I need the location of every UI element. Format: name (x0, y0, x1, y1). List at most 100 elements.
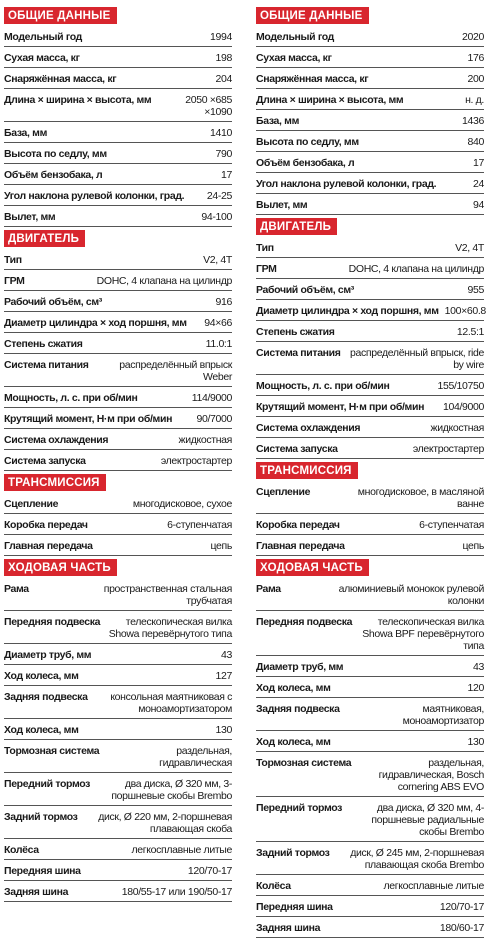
spec-label: Вылет, мм (256, 199, 308, 211)
spec-label: Тормозная система (256, 757, 352, 769)
spec-row: Система питания распределённый впрыск Web… (4, 354, 232, 387)
spec-value: 17 (473, 157, 484, 169)
spec-value: два диска, Ø 320 мм, 4-поршневые радиаль… (371, 802, 484, 838)
spec-row: Коробка передач 6-ступенчатая (256, 514, 484, 535)
spec-row: Мощность, л. с. при об/мин 155/10750 (256, 375, 484, 396)
spec-label: Задняя шина (4, 886, 69, 898)
spec-label: Система питания (4, 359, 89, 371)
spec-label: Объём бензобака, л (4, 169, 103, 181)
spec-row: Задняя подвеска консольная маятниковая с … (4, 686, 232, 719)
spec-value: легкосплавные литые (131, 844, 233, 856)
spec-section: ДВИГАТЕЛЬ Тип V2, 4T ГРМ DOHC, 4 клапана на … (256, 215, 486, 459)
spec-row: Высота по седлу, мм 840 (256, 131, 484, 152)
spec-label: Длина × ширина × высота, мм (4, 94, 152, 106)
spec-row: Система охлаждения жидкостная (4, 429, 232, 450)
spec-value: V2, 4T (455, 242, 484, 254)
spec-row: Колёса легкосплавные литые (256, 875, 484, 896)
spec-label: Система запуска (256, 443, 338, 455)
spec-value: 17 (221, 169, 232, 181)
spec-value: 200 (467, 73, 485, 85)
spec-label: Сцепление (256, 486, 311, 498)
spec-label: Тип (4, 254, 22, 266)
spec-row: Модельный год 1994 (4, 26, 232, 47)
spec-section: ХОДОВАЯ ЧАСТЬ Рама пространственная стальн… (4, 556, 232, 902)
spec-value: консольная маятниковая с моноамортизатор… (110, 691, 232, 715)
spec-row: Диаметр цилиндра × ход поршня, мм 100×60.… (256, 300, 486, 321)
spec-value: 6-ступенчатая (167, 519, 232, 531)
spec-label: База, мм (256, 115, 300, 127)
spec-label: Модельный год (4, 31, 82, 43)
spec-row: Задняя подвеска маятниковая, моноамортиза… (256, 698, 484, 731)
spec-value: раздельная, гидравлическая (159, 745, 232, 769)
section-title: ОБЩИЕ ДАННЫЕ (256, 7, 369, 24)
spec-row: ГРМ DOHC, 4 клапана на цилиндр (256, 258, 484, 279)
spec-row: ГРМ DOHC, 4 клапана на цилиндр (4, 270, 232, 291)
spec-value: маятниковая, моноамортизатор (402, 703, 485, 727)
spec-value: телескопическая вилка Showa перевёрнутог… (108, 616, 233, 640)
spec-row: Крутящий момент, Н·м при об/мин 104/9000 (256, 396, 484, 417)
spec-label: Передний тормоз (4, 778, 91, 790)
spec-label: Крутящий момент, Н·м при об/мин (4, 413, 173, 425)
spec-value: 12.5:1 (456, 326, 484, 338)
spec-label: Ход колеса, мм (4, 670, 79, 682)
spec-value: 43 (221, 649, 232, 661)
spec-row: Степень сжатия 11.0:1 (4, 333, 232, 354)
spec-label: Высота по седлу, мм (4, 148, 107, 160)
spec-label: Диаметр цилиндра × ход поршня, мм (4, 317, 187, 329)
spec-label: Диаметр труб, мм (4, 649, 92, 661)
section-title: ТРАНСМИССИЯ (256, 462, 358, 479)
spec-value: пространственная стальная трубчатая (103, 583, 233, 607)
spec-row: Длина × ширина × высота, мм н. д. (256, 89, 484, 110)
spec-value: 94×66 (204, 317, 232, 329)
spec-value: 94-100 (201, 211, 232, 223)
spec-section: ОБЩИЕ ДАННЫЕ Модельный год 1994 Сухая масса… (4, 4, 232, 227)
spec-row: Мощность, л. с. при об/мин 114/9000 (4, 387, 232, 408)
spec-label: Задняя подвеска (256, 703, 340, 715)
spec-value: диск, Ø 220 мм, 2-поршневая плавающая ск… (98, 811, 232, 835)
spec-value: жидкостная (430, 422, 485, 434)
section-title: ТРАНСМИССИЯ (4, 474, 106, 491)
spec-label: Рабочий объём, см³ (4, 296, 102, 308)
spec-label: Система питания (256, 347, 341, 359)
spec-label: Мощность, л. с. при об/мин (4, 392, 138, 404)
spec-row: Снаряжённая масса, кг 204 (4, 68, 232, 89)
spec-label: Передняя подвеска (256, 616, 353, 628)
spec-value: 120/70-17 (187, 865, 233, 877)
spec-row: Снаряжённая масса, кг 200 (256, 68, 484, 89)
spec-value: 916 (215, 296, 233, 308)
spec-label: Сухая масса, кг (4, 52, 80, 64)
spec-row: Тормозная система раздельная, гидравличес… (4, 740, 232, 773)
spec-label: Рабочий объём, см³ (256, 284, 354, 296)
spec-row: Крутящий момент, Н·м при об/мин 90/7000 (4, 408, 232, 429)
spec-label: Угол наклона рулевой колонки, град. (4, 190, 185, 202)
spec-value: цепь (210, 540, 233, 552)
spec-row: Рабочий объём, см³ 955 (256, 279, 484, 300)
spec-value: 1436 (462, 115, 484, 127)
spec-row: Угол наклона рулевой колонки, град. 24 (256, 173, 484, 194)
spec-value: 2050 ×685 ×1090 (185, 94, 232, 118)
spec-row: Система запуска электростартер (4, 450, 232, 471)
spec-row: Рабочий объём, см³ 916 (4, 291, 232, 312)
spec-value: многодисковое, в масляной ванне (357, 486, 485, 510)
spec-row: Главная передача цепь (256, 535, 484, 556)
spec-label: Мощность, л. с. при об/мин (256, 380, 390, 392)
spec-value: 180/60-17 (439, 922, 485, 934)
spec-label: Длина × ширина × высота, мм (256, 94, 404, 106)
spec-value: 94 (473, 199, 484, 211)
spec-row: Объём бензобака, л 17 (256, 152, 484, 173)
spec-label: Главная передача (256, 540, 345, 552)
spec-row: Система запуска электростартер (256, 438, 484, 459)
spec-value: цепь (462, 540, 485, 552)
spec-label: Объём бензобака, л (256, 157, 355, 169)
spec-row: Угол наклона рулевой колонки, град. 24-25 (4, 185, 232, 206)
spec-value: 1994 (210, 31, 232, 43)
spec-value: легкосплавные литые (383, 880, 485, 892)
spec-label: Ход колеса, мм (4, 724, 79, 736)
spec-row: Задняя шина 180/60-17 (256, 917, 484, 938)
spec-row: Система питания распределённый впрыск, ri… (256, 342, 484, 375)
section-title: ДВИГАТЕЛЬ (256, 218, 338, 235)
spec-label: Система охлаждения (256, 422, 361, 434)
spec-row: Задний тормоз диск, Ø 245 мм, 2-поршневая… (256, 842, 484, 875)
spec-value: электростартер (160, 455, 233, 467)
spec-label: Задняя подвеска (4, 691, 88, 703)
